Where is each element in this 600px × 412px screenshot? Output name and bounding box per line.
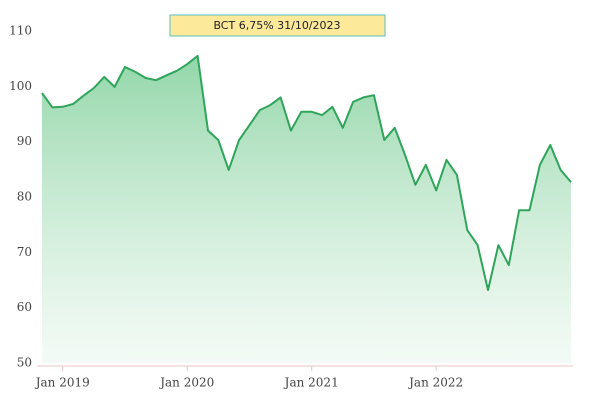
x-tick-label: Jan 2019 xyxy=(34,376,90,390)
y-tick-label: 50 xyxy=(17,356,32,370)
x-tick-label: Jan 2021 xyxy=(283,376,339,390)
line xyxy=(41,54,572,291)
title-box xyxy=(169,14,386,37)
chart-title: BCT 6,75% 31/10/2023 xyxy=(213,19,340,32)
y-tick-label: 90 xyxy=(17,134,32,148)
area xyxy=(42,55,571,364)
y-tick-label: 60 xyxy=(17,300,32,314)
y-tick-label: 70 xyxy=(17,245,32,259)
y-tick-label: 80 xyxy=(17,190,32,204)
x-tick-label: Jan 2020 xyxy=(158,376,214,390)
y-tick-label: 110 xyxy=(9,24,32,38)
x-tick-label: Jan 2022 xyxy=(407,376,463,390)
y-tick-label: 100 xyxy=(9,79,32,93)
